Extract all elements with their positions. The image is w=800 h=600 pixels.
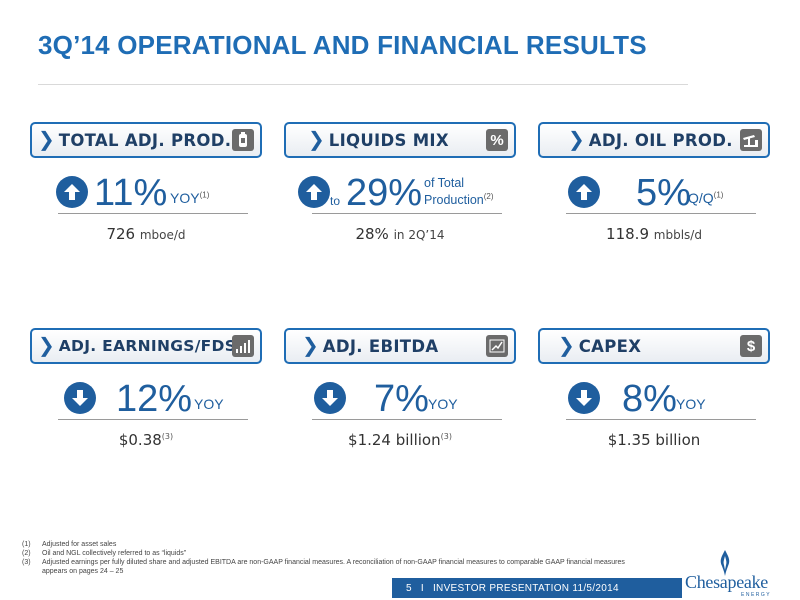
metric-value: 12%	[116, 378, 193, 420]
chevron-right-icon: ❯	[308, 129, 325, 151]
title-divider	[38, 84, 688, 85]
tile-header: ❯ TOTAL ADJ. PROD.	[30, 122, 262, 158]
tile-header: ❯ CAPEX $	[538, 328, 770, 364]
metric-divider	[312, 419, 502, 420]
tile-header: ❯ ADJ. OIL PROD.	[538, 122, 770, 158]
footnote-ref: (3)	[440, 432, 452, 441]
metric-divider	[566, 213, 756, 214]
metric-detail: 28% in 2Q’14	[355, 225, 445, 243]
metric-suffix: YOY(1)	[170, 190, 210, 206]
metric-value: 5%	[636, 172, 691, 214]
arrow-up-icon	[56, 176, 88, 208]
tile-header: ❯ ADJ. EBITDA	[284, 328, 516, 364]
footnote: (1) Adjusted for asset sales	[22, 541, 117, 548]
metric-detail: 726 mboe/d	[106, 225, 186, 243]
metric-row: 12% YOY	[30, 378, 262, 418]
tile-label: LIQUIDS MIX	[328, 130, 449, 150]
tile-label: ADJ. EBITDA	[322, 336, 439, 356]
page-title: 3Q’14 OPERATIONAL AND FINANCIAL RESULTS	[38, 30, 647, 60]
metric-divider	[312, 213, 502, 214]
metric-divider	[58, 419, 248, 420]
metric-row: 11% YOY(1)	[30, 172, 262, 212]
page-number: 5	[406, 582, 412, 594]
tile-total-adj-prod: ❯ TOTAL ADJ. PROD. 11% YOY(1) 726 mboe/d	[30, 122, 262, 243]
footnotes: (1) Adjusted for asset sales (2) Oil and N…	[22, 540, 642, 576]
arrow-down-icon	[64, 382, 96, 414]
footnote-ref: (2)	[483, 192, 494, 201]
tile-adj-earnings: ❯ ADJ. EARNINGS/FDS 12% YOY $0.38(3)	[30, 328, 262, 449]
flame-icon	[720, 550, 730, 576]
arrow-up-icon	[568, 176, 600, 208]
chevron-right-icon: ❯	[38, 335, 55, 357]
arrow-up-icon	[298, 176, 330, 208]
arrow-down-icon	[568, 382, 600, 414]
tile-adj-ebitda: ❯ ADJ. EBITDA 7% YOY $1.24 billion(3)	[284, 328, 516, 449]
metric-prefix: to	[330, 194, 341, 208]
invoice-icon: $	[740, 335, 762, 357]
metric-divider	[58, 213, 248, 214]
footer-separator: I	[420, 582, 424, 594]
chevron-right-icon: ❯	[302, 335, 319, 357]
bar-chart-icon	[232, 335, 254, 357]
percent-icon: %	[486, 129, 508, 151]
metric-row: to 29% of Total Production(2)	[284, 172, 516, 212]
metric-detail: $0.38(3)	[118, 431, 174, 449]
chevron-right-icon: ❯	[38, 129, 55, 151]
footnote: (3) Adjusted earnings per fully diluted s…	[22, 559, 625, 575]
tile-label: CAPEX	[578, 336, 642, 356]
tile-capex: ❯ CAPEX $ 8% YOY $1.35 billion	[538, 328, 770, 449]
tile-liquids-mix: ❯ LIQUIDS MIX % to 29% of Total Productio…	[284, 122, 516, 243]
tile-label: ADJ. OIL PROD.	[588, 130, 733, 150]
footer-bar: 5 I INVESTOR PRESENTATION 11/5/2014	[392, 578, 682, 598]
metric-suffix: YOY	[194, 396, 224, 412]
metric-value: 8%	[622, 378, 677, 420]
metric-detail: 118.9 mbbls/d	[606, 225, 702, 243]
metric-value: 7%	[374, 378, 429, 420]
chevron-right-icon: ❯	[558, 335, 575, 357]
metric-suffix: YOY	[428, 396, 458, 412]
metric-detail: $1.24 billion(3)	[348, 431, 452, 449]
metric-suffix: Q/Q(1)	[688, 190, 724, 206]
footer-text: INVESTOR PRESENTATION 11/5/2014	[432, 582, 619, 594]
metric-suffix: of Total Production(2)	[424, 176, 494, 208]
tile-adj-oil-prod: ❯ ADJ. OIL PROD. 5% Q/Q(1) 118.9 mbbls/d	[538, 122, 770, 243]
metric-suffix: YOY	[676, 396, 706, 412]
trend-chart-icon	[486, 335, 508, 357]
tile-header: ❯ ADJ. EARNINGS/FDS	[30, 328, 262, 364]
footnote: (2) Oil and NGL collectively referred to …	[22, 550, 187, 557]
footnote-ref: (1)	[713, 190, 724, 200]
tile-header: ❯ LIQUIDS MIX %	[284, 122, 516, 158]
metric-detail: $1.35 billion	[607, 431, 701, 449]
arrow-down-icon	[314, 382, 346, 414]
metric-row: 8% YOY	[538, 378, 770, 418]
metric-row: 7% YOY	[284, 378, 516, 418]
tile-label: ADJ. EARNINGS/FDS	[58, 337, 237, 355]
metric-value: 29%	[346, 172, 423, 214]
tile-label: TOTAL ADJ. PROD.	[58, 130, 232, 150]
metric-row: 5% Q/Q(1)	[538, 172, 770, 212]
metric-value: 11%	[94, 172, 168, 214]
footnote-ref: (1)	[199, 190, 210, 200]
gas-tank-icon	[232, 129, 254, 151]
metric-divider	[566, 419, 756, 420]
chevron-right-icon: ❯	[568, 129, 585, 151]
logo-wordmark: Chesapeake	[685, 572, 768, 592]
footnote-ref: (3)	[161, 432, 174, 441]
logo-tagline: ENERGY	[741, 592, 772, 598]
chesapeake-logo: Chesapeake ENERGY	[685, 550, 795, 598]
oil-pump-icon	[740, 129, 762, 151]
